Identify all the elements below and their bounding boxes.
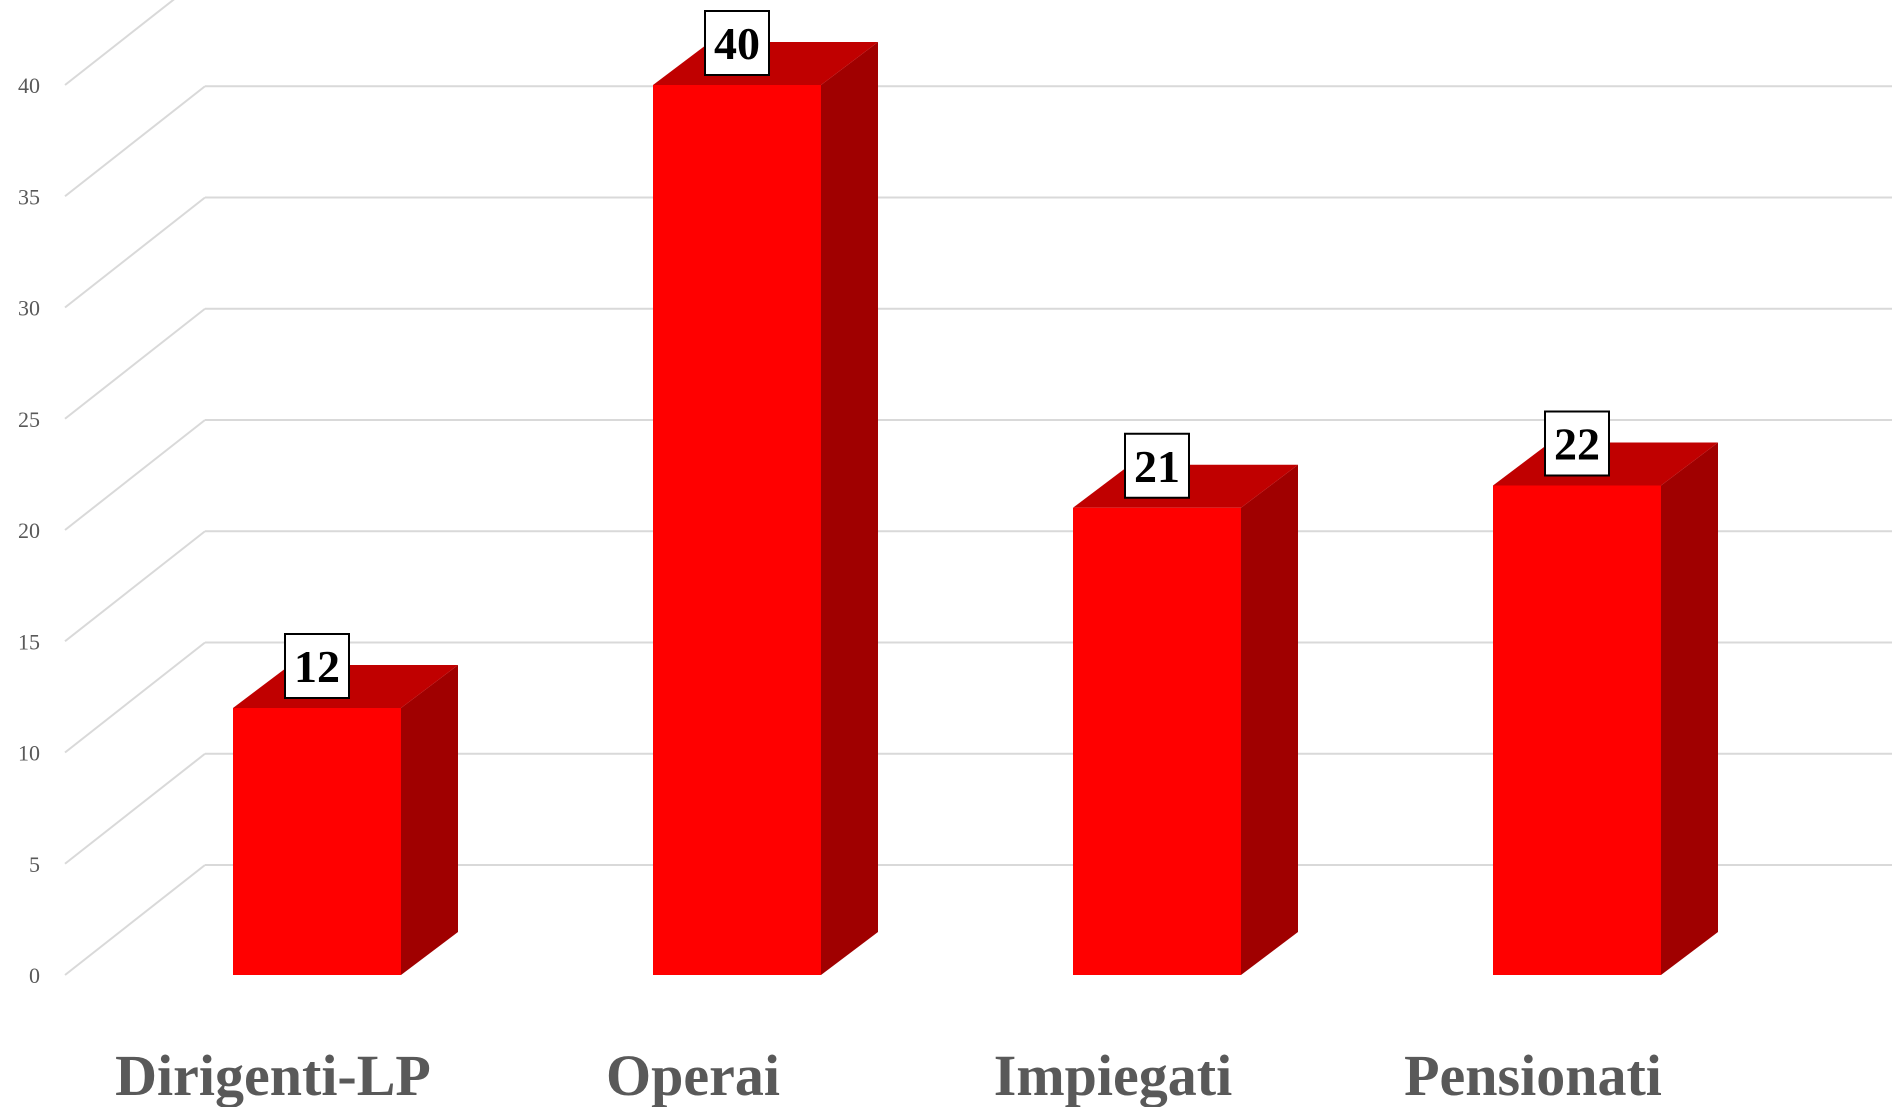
data-label-box: [284, 633, 350, 699]
bar: [1493, 485, 1661, 975]
grid-layer: [64, 0, 1892, 976]
y-axis-ticks: 0 5 10 15 20 25 30 35 40: [18, 73, 40, 988]
data-label: 21: [1134, 441, 1180, 492]
bar-side: [821, 42, 878, 975]
bar-side: [1661, 442, 1718, 975]
category-label: Operai: [606, 1043, 780, 1107]
gridline-diagonal: [64, 419, 206, 531]
gridline-diagonal: [64, 196, 206, 309]
category-label: Pensionati: [1404, 1043, 1662, 1107]
y-tick-label: 35: [18, 184, 40, 209]
gridline-diagonal: [64, 85, 206, 198]
gridline-diagonal: [64, 752, 206, 865]
data-label: 40: [714, 18, 760, 69]
data-label: 22: [1554, 419, 1600, 470]
x-axis-categories: Dirigenti-LP Operai Impiegati Pensionati: [115, 1043, 1662, 1107]
gridline-diagonal: [64, 641, 206, 754]
y-tick-label: 10: [18, 741, 40, 766]
bar: [233, 708, 401, 975]
data-label-box: [1124, 432, 1190, 499]
gridline-diagonal: [64, 307, 206, 420]
data-label-box: [1544, 410, 1610, 477]
category-label: Impiegati: [994, 1043, 1232, 1107]
y-tick-label: 5: [29, 852, 40, 877]
gridline-diagonal: [64, 864, 206, 976]
bar-side: [401, 665, 458, 975]
data-labels: 12 40 21 22: [284, 10, 1610, 699]
y-tick-label: 30: [18, 296, 40, 321]
y-tick-label: 25: [18, 407, 40, 432]
y-tick-label: 20: [18, 518, 40, 543]
bar: [1073, 507, 1241, 975]
data-label-box: [704, 10, 770, 76]
bar-side: [1241, 464, 1298, 975]
data-label: 12: [294, 641, 340, 692]
gridline-diagonal: [64, 0, 175, 86]
category-label: Dirigenti-LP: [115, 1043, 431, 1107]
y-tick-label: 15: [18, 629, 40, 654]
y-tick-label: 0: [29, 963, 40, 988]
gridline-diagonal: [64, 530, 206, 643]
bar: [653, 85, 821, 975]
y-tick-label: 40: [18, 73, 40, 98]
bars: [233, 42, 1718, 975]
